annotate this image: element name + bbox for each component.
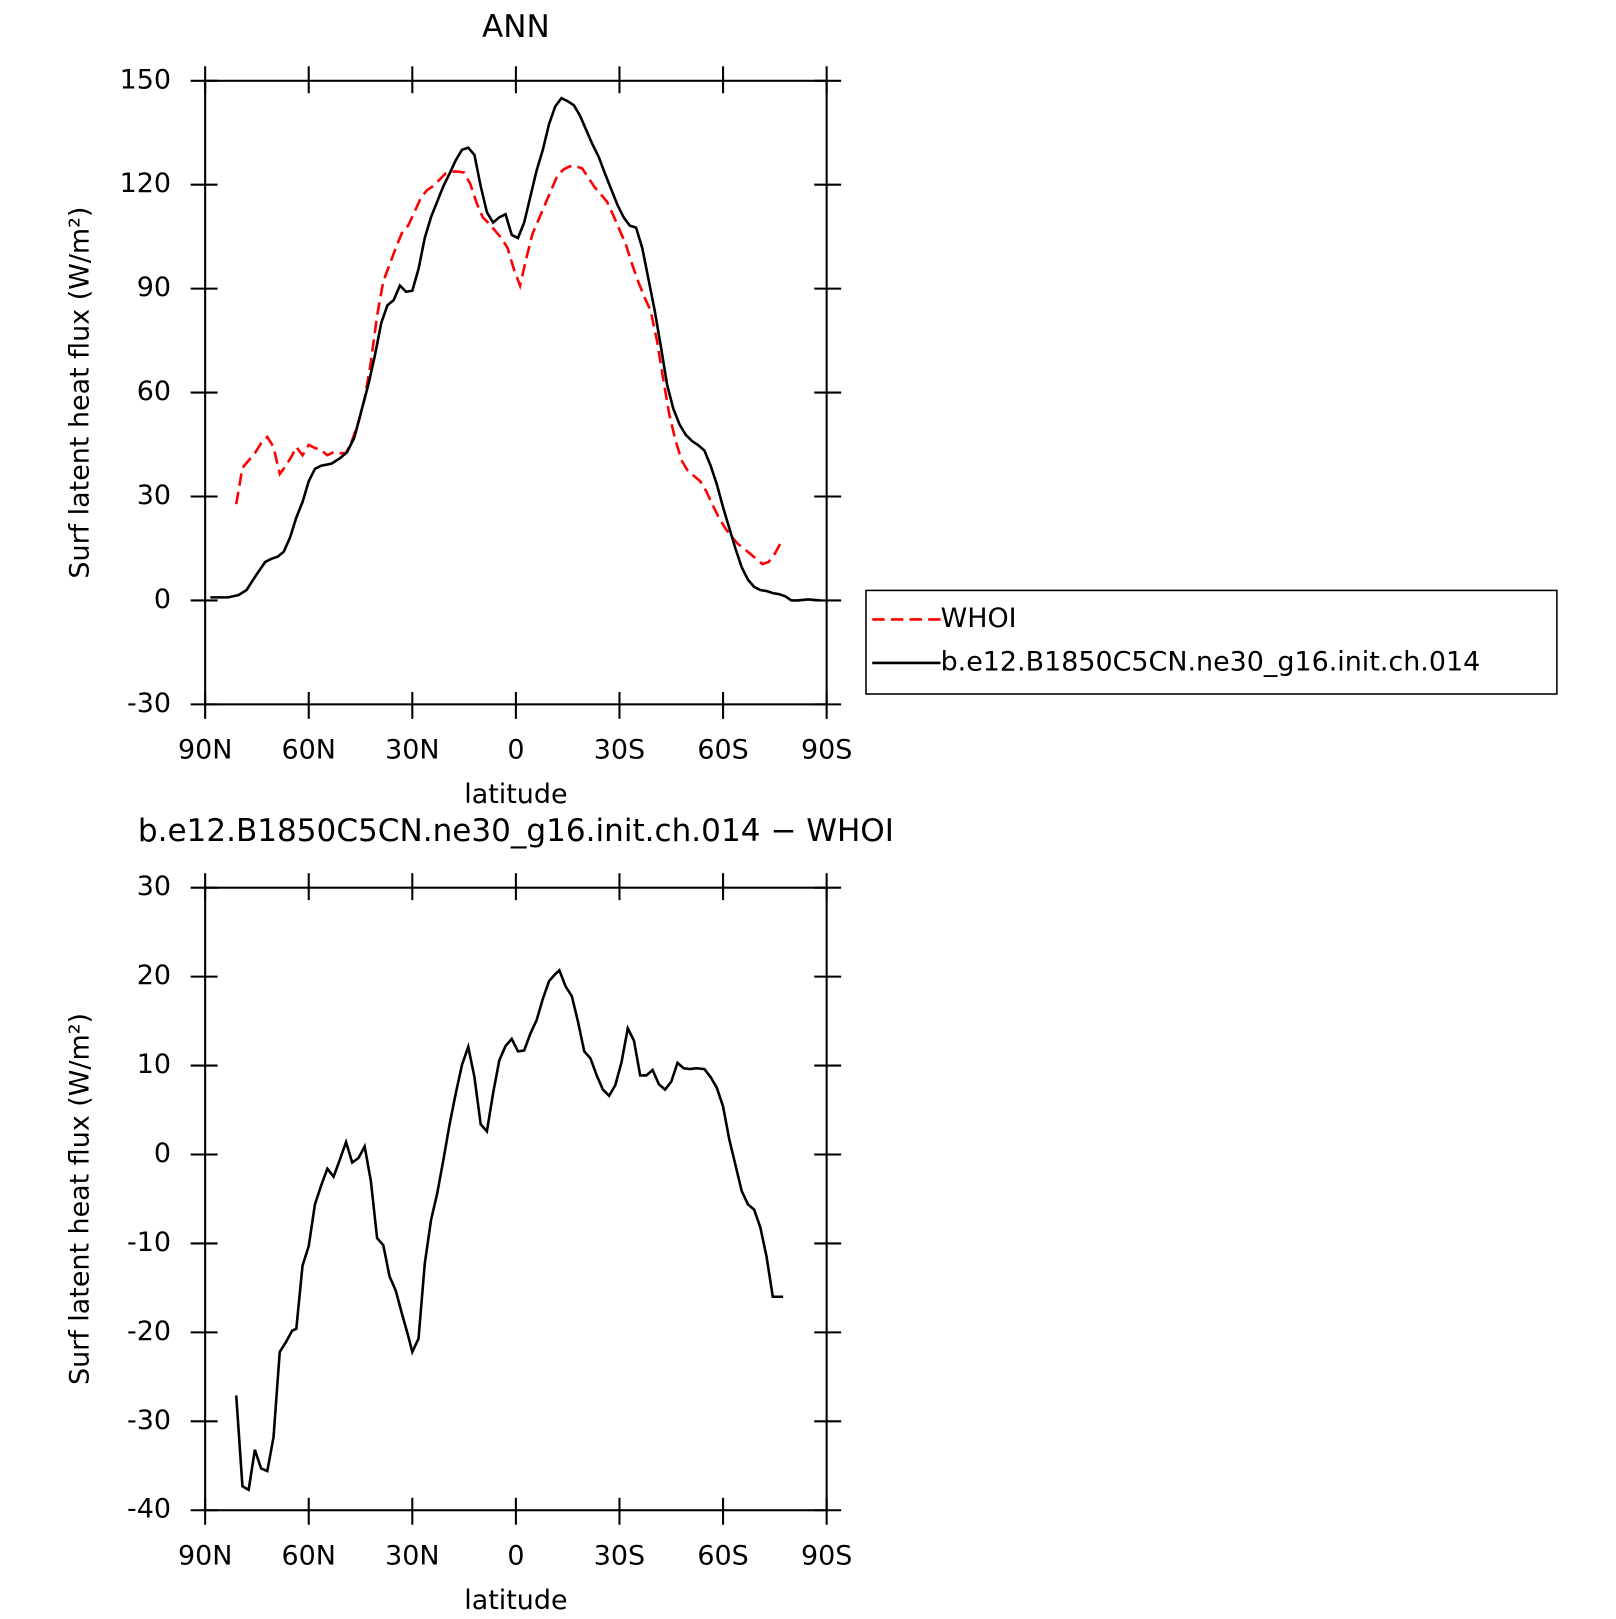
x-tick-label: 30N (385, 734, 439, 765)
x-tick-label: 0 (507, 1540, 524, 1571)
x-tick-label: 30S (594, 734, 645, 765)
chart-title: b.e12.B1850C5CN.ne30_g16.init.ch.014 − W… (138, 813, 894, 849)
y-tick-label: 90 (137, 272, 171, 303)
data-line (234, 968, 784, 1492)
x-tick-label: 0 (507, 734, 524, 765)
chart-title: ANN (482, 9, 550, 45)
plot-frame (204, 79, 828, 706)
y-tick-label: -20 (127, 1316, 171, 1347)
y-tick-label: 0 (154, 1138, 171, 1169)
x-tick-label: 60S (697, 1540, 748, 1571)
data-line (234, 165, 785, 566)
x-tick-label: 60N (282, 1540, 336, 1571)
y-tick-label: -40 (127, 1494, 171, 1525)
plot-frame (204, 886, 828, 1512)
legend-label: WHOI (941, 603, 1017, 634)
legend-label: b.e12.B1850C5CN.ne30_g16.init.ch.014 (941, 646, 1481, 677)
legend-box (865, 589, 1558, 695)
y-tick-label: 0 (154, 584, 171, 615)
y-tick-label: 120 (120, 168, 171, 199)
x-axis-label: latitude (464, 1585, 567, 1616)
y-tick-label: 20 (137, 960, 171, 991)
y-axis-label: Surf latent heat flux (W/m²) (64, 207, 95, 579)
x-tick-label: 90N (178, 1540, 232, 1571)
y-tick-label: 30 (137, 480, 171, 511)
y-tick-label: 150 (120, 64, 171, 95)
x-tick-label: 60S (697, 734, 748, 765)
x-tick-label: 90N (178, 734, 232, 765)
y-axis-label: Surf latent heat flux (W/m²) (64, 1013, 95, 1385)
legend: WHOI b.e12.B1850C5CN.ne30_g16.init.ch.014 (865, 589, 1558, 695)
x-tick-label: 30N (385, 1540, 439, 1571)
y-tick-label: -30 (127, 1405, 171, 1436)
y-tick-label: 60 (137, 376, 171, 407)
y-tick-label: 30 (137, 871, 171, 902)
y-tick-label: -10 (127, 1227, 171, 1258)
data-line (210, 96, 821, 602)
x-tick-label: 30S (594, 1540, 645, 1571)
x-tick-label: 60N (282, 734, 336, 765)
y-tick-label: -30 (127, 688, 171, 719)
x-axis-label: latitude (464, 779, 567, 810)
x-tick-label: 90S (801, 734, 852, 765)
x-tick-label: 90S (801, 1540, 852, 1571)
y-tick-label: 10 (137, 1049, 171, 1080)
